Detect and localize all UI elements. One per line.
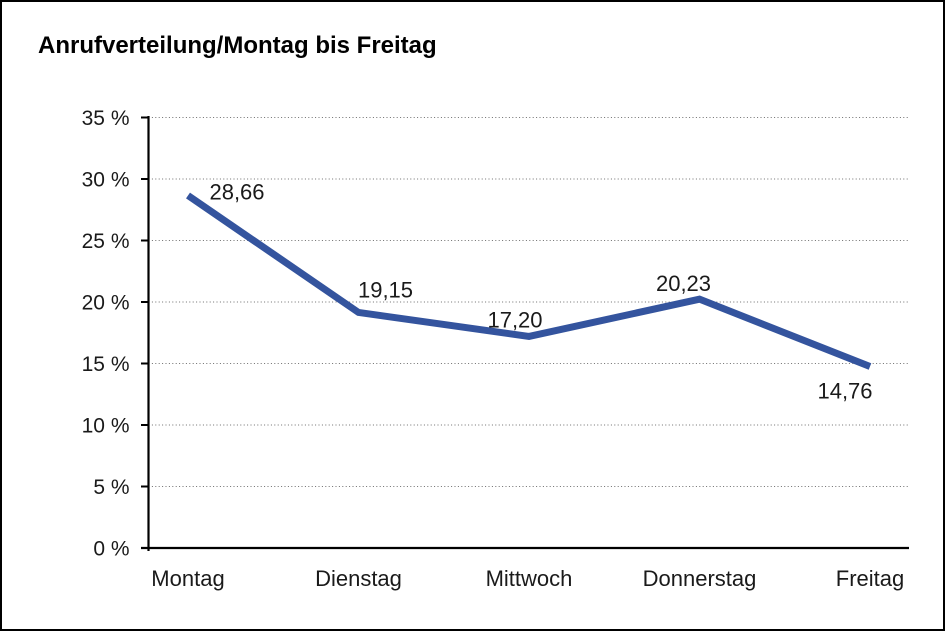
data-point-label: 14,76 [817, 378, 872, 403]
chart-title: Anrufverteilung/Montag bis Freitag [38, 32, 437, 59]
data-point-label: 19,15 [358, 277, 413, 302]
y-tick-label: 25 % [82, 230, 130, 253]
y-tick-label: 0 % [93, 538, 129, 561]
y-tick-label: 30 % [82, 169, 130, 192]
y-tick-label: 15 % [82, 353, 130, 376]
x-category-label: Dienstag [315, 566, 402, 591]
data-point-label: 17,20 [487, 307, 542, 332]
y-tick-label: 5 % [93, 476, 129, 499]
y-tick-label: 35 % [82, 107, 130, 130]
x-category-label: Mittwoch [486, 566, 573, 591]
x-category-label: Montag [151, 566, 224, 591]
series-line [186, 192, 872, 370]
x-category-label: Donnerstag [643, 566, 757, 591]
data-point-label: 28,66 [209, 179, 264, 204]
x-category-label: Freitag [836, 566, 904, 591]
data-point-label: 20,23 [656, 271, 711, 296]
y-tick-label: 20 % [82, 292, 130, 315]
y-tick-label: 10 % [82, 415, 130, 438]
